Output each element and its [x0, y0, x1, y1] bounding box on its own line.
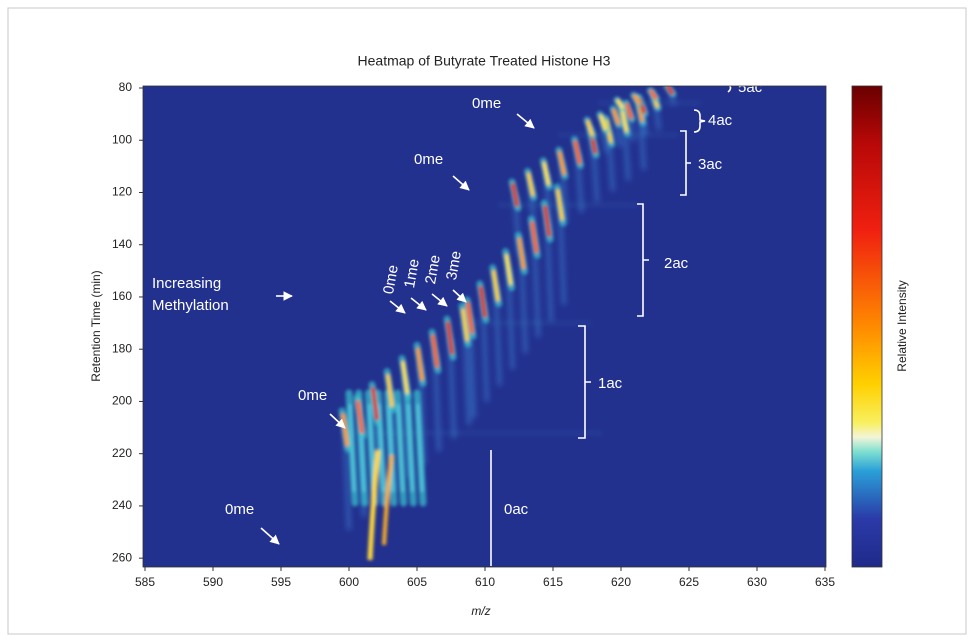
annotation: 4ac [708, 112, 733, 129]
annotation: 1ac [598, 375, 623, 392]
figure: Heatmap of Butyrate Treated Histone H3 0… [0, 0, 977, 643]
annotation: 0me [298, 387, 327, 404]
colorbar [852, 86, 882, 567]
annotation: 3ac [698, 156, 723, 173]
y-tick-label: 80 [119, 80, 133, 94]
y-tick-label: 180 [112, 341, 132, 355]
x-tick-label: 590 [203, 575, 223, 589]
x-tick-label: 625 [679, 575, 699, 589]
y-tick-label: 220 [112, 446, 132, 460]
x-tick-label: 595 [271, 575, 291, 589]
x-tick-label: 635 [815, 575, 835, 589]
y-tick-label: 100 [112, 132, 132, 146]
annotation: Increasing [152, 275, 221, 292]
x-tick-label: 615 [543, 575, 563, 589]
y-tick-label: 200 [112, 394, 132, 408]
y-tick-label: 160 [112, 289, 132, 303]
x-tick-label: 630 [747, 575, 767, 589]
x-tick-label: 605 [407, 575, 427, 589]
x-tick-label: 620 [611, 575, 631, 589]
y-tick-label: 260 [112, 550, 132, 564]
x-axis-label: m/z [471, 604, 490, 618]
annotation: 0ac [504, 501, 529, 518]
annotation: 0me [414, 151, 443, 168]
y-tick-label: 240 [112, 498, 132, 512]
y-axis-label: Retention Time (min) [89, 270, 103, 381]
colorbar-label: Relative Intensity [895, 280, 909, 371]
annotation: 0me [225, 501, 254, 518]
annotation: 2ac [664, 255, 689, 272]
annotation: Methylation [152, 297, 229, 314]
x-tick-label: 600 [339, 575, 359, 589]
x-tick-label: 585 [135, 575, 155, 589]
y-tick-label: 120 [112, 185, 132, 199]
chart-title: Heatmap of Butyrate Treated Histone H3 [358, 53, 611, 69]
y-tick-label: 140 [112, 237, 132, 251]
annotation: 5ac [738, 79, 763, 96]
annotation: 0me [472, 95, 501, 112]
x-tick-label: 610 [475, 575, 495, 589]
